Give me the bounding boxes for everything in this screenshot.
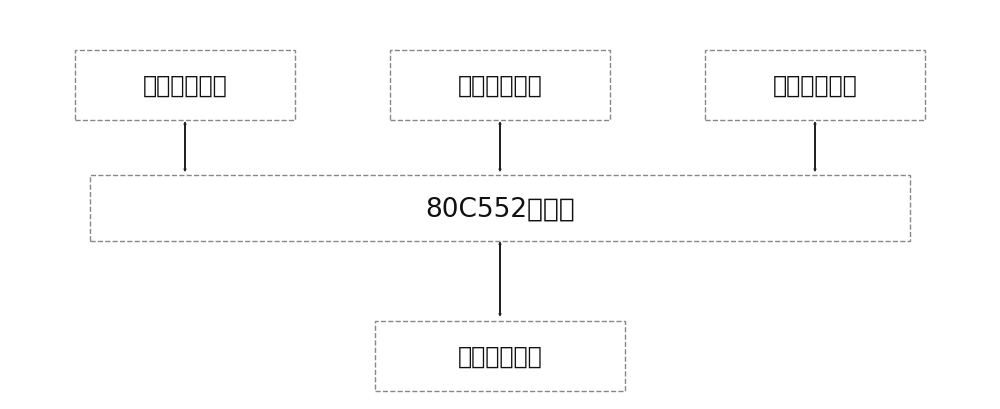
Text: 串行通讯模块: 串行通讯模块 [458,344,542,368]
Bar [705,51,925,121]
Text: 系统扩展模块: 系统扩展模块 [773,74,857,98]
Text: 后向通道模块: 后向通道模块 [458,74,542,98]
Bar [90,176,910,241]
Bar [375,321,625,391]
Text: 80C552单片机: 80C552单片机 [425,196,575,222]
Text: 前向通道模块: 前向通道模块 [143,74,227,98]
Bar [390,51,610,121]
Bar [75,51,295,121]
